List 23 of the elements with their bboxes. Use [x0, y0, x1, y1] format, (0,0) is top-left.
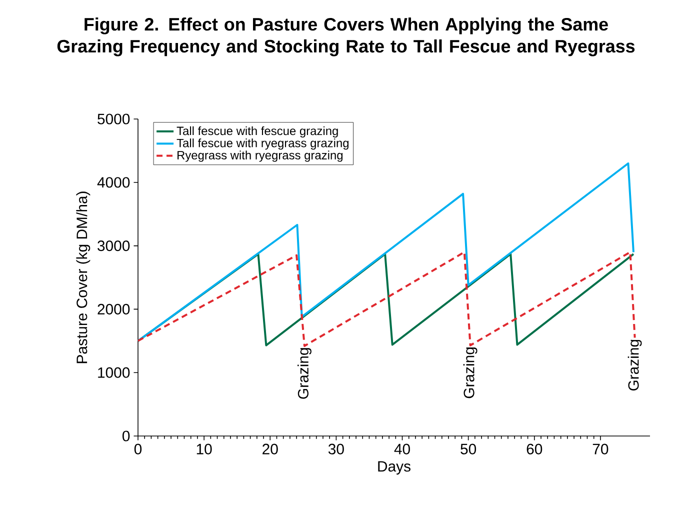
legend-label: Tall fescue with fescue grazing: [176, 126, 338, 138]
legend-label: Tall fescue with ryegrass grazing: [176, 138, 348, 150]
annotation: Grazing: [298, 348, 312, 399]
y-axis-title: Pasture Cover (kg DM/ha): [76, 192, 90, 364]
x-tick-label: 30: [328, 444, 344, 454]
x-tick-label: 40: [394, 444, 410, 454]
annotation: Grazing: [463, 348, 478, 398]
x-tick-label: 20: [262, 444, 278, 454]
x-axis-title: Days: [378, 461, 410, 475]
annotation: Grazing: [628, 340, 642, 390]
x-tick-label: 0: [134, 444, 142, 454]
x-tick-label: 70: [592, 444, 608, 454]
x-tick-label: 50: [460, 444, 476, 454]
y-tick-label: 1000: [98, 367, 130, 378]
x-tick-label: 10: [196, 444, 212, 454]
y-tick-label: 3000: [98, 240, 130, 252]
chart-title: Figure 2. Effect on Pasture Covers When Applying the Same Grazing Frequency and Stocking Rate to Tall Fescue and Ryegrass: [57, 18, 635, 56]
y-tick-label: 0: [122, 430, 130, 442]
x-tick-label: 60: [526, 444, 542, 454]
legend-label: Ryegrass with ryegrass grazing: [178, 150, 343, 162]
y-tick-label: 5000: [98, 114, 130, 124]
y-tick-label: 2000: [98, 304, 130, 314]
y-tick-label: 4000: [97, 177, 130, 188]
